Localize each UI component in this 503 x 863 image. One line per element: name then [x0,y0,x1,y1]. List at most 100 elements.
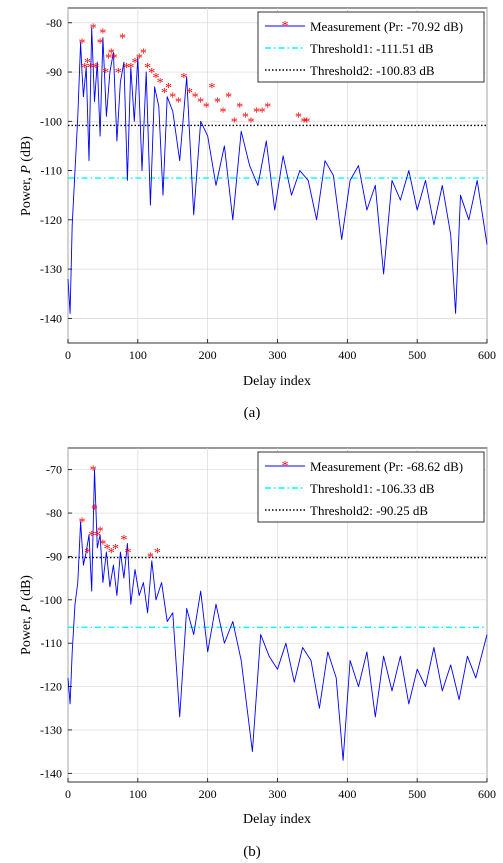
peak-marker-b: * [125,546,132,561]
x-tick-label-a: 500 [408,348,426,362]
peak-marker-a: * [87,61,94,76]
peak-marker-a: * [247,115,254,130]
peak-marker-b: * [78,516,85,531]
x-tick-label-b: 500 [408,787,426,801]
threshold-lines-b [68,556,487,628]
peak-marker-a: * [127,61,134,76]
peak-marker-a: * [123,61,130,76]
peak-marker-a: * [208,81,215,96]
legend-label-threshold2-a: Threshold2: -100.83 dB [310,63,435,78]
y-tick-label-b: -140 [40,766,62,780]
x-tick-label-a: 200 [199,348,217,362]
peak-marker-a: * [84,56,91,71]
y-tick-label-b: -120 [40,680,62,694]
y-tick-label-b: -70 [46,463,62,477]
legend-box-a [257,11,485,83]
axis-ticks-b: 0 100 200 300 400 500 600 -140 -130 -120 -110 -100 -… [40,463,496,801]
y-tick-label-b: -90 [46,549,62,563]
axis-ticks-a: 0 100 200 300 400 500 600 -140 -130 -120 -110 -100 -… [40,16,496,362]
peak-marker-a: * [90,22,97,37]
peak-marker-a: * [236,101,243,116]
legend-star-b: * [282,459,289,474]
peak-marker-b: * [120,533,127,548]
legend-label-measurement-b: Measurement (Pr: -68.62 dB) [310,459,463,474]
x-tick-label-a: 300 [269,348,287,362]
x-tick-label-b: 300 [269,787,287,801]
peak-marker-a: * [144,61,151,76]
chart-panel-b: ************* * * 0 100 200 300 400 500 600 -140 -… [19,447,496,860]
peak-marker-a: * [214,96,221,111]
legend-label-threshold1-b: Threshold1: -106.33 dB [310,481,435,496]
legend-label-threshold2-b: Threshold2: -90.25 dB [310,503,428,518]
y-tick-label-a: -140 [40,311,62,325]
y-tick-label-a: -80 [46,16,62,30]
peak-marker-a: * [165,81,172,96]
legend-label-threshold1-a: Threshold1: -111.51 dB [310,41,434,56]
peak-marker-a: * [119,32,126,47]
peak-marker-a: * [105,51,112,66]
x-tick-label-a: 400 [338,348,356,362]
peak-marker-a: * [264,101,271,116]
peak-marker-a: * [180,71,187,86]
x-tick-label-b: 200 [199,787,217,801]
peak-marker-a: * [303,115,310,130]
y-tick-label-a: -130 [40,262,62,276]
peak-marker-a: * [231,115,238,130]
peak-marker-a: * [97,36,104,51]
peak-marker-b: * [108,546,115,561]
y-tick-label-a: -110 [40,164,62,178]
chart-panel-a: ****************************************… [19,7,496,421]
peak-marker-b: * [97,524,104,539]
x-tick-label-b: 600 [478,787,496,801]
panel-label-a: (a) [244,405,261,421]
peak-markers-b: ************* * * [78,464,160,566]
y-tick-label-b: -130 [40,723,62,737]
peak-marker-b: * [90,464,97,479]
y-tick-label-a: -90 [46,65,62,79]
x-axis-label-b: Delay index [243,812,311,827]
peak-marker-a: * [225,91,232,106]
peak-marker-a: * [220,105,227,120]
peak-marker-b: * [154,546,161,561]
measurement-line-a [67,27,488,314]
peak-marker-b: * [104,542,111,557]
peak-marker-a: * [81,61,88,76]
peak-marker-a: * [295,110,302,125]
peak-marker-a: * [152,71,159,86]
peak-marker-b: * [99,537,106,552]
legend-a: * Measurement (Pr: -70.92 dB) Threshold1… [257,11,485,83]
peak-marker-a: * [78,36,85,51]
y-tick-label-a: -100 [40,114,62,128]
peak-marker-a: * [115,66,122,81]
peak-marker-a: * [111,51,118,66]
peak-markers-a: ****************************************… [78,22,310,131]
peak-marker-a: * [132,56,139,71]
x-tick-label-b: 100 [129,787,147,801]
y-axis-label-a: Power, P (dB) [19,136,34,216]
x-tick-label-a: 0 [65,348,71,362]
peak-marker-b: * [112,542,119,557]
peak-marker-a: * [253,105,260,120]
legend-star-a: * [282,19,289,34]
peak-marker-a: * [203,101,210,116]
peak-marker-a: * [108,46,115,61]
peak-marker-a: * [197,96,204,111]
y-axis-label-b: Power, P (dB) [19,575,34,655]
x-tick-label-b: 400 [338,787,356,801]
peak-marker-a: * [192,91,199,106]
legend-label-measurement-a: Measurement (Pr: -70.92 dB) [310,19,463,34]
y-tick-label-a: -120 [40,213,62,227]
y-tick-label-b: -80 [46,506,62,520]
peak-marker-a: * [102,66,109,81]
measurement-series-b [67,469,488,761]
x-axis-label-a: Delay index [243,374,311,389]
peak-marker-a: * [259,105,266,120]
peak-marker-a: * [175,96,182,111]
panel-label-b: (b) [243,844,261,860]
x-tick-label-a: 600 [478,348,496,362]
measurement-series-a [67,27,488,314]
x-tick-label-b: 0 [65,787,71,801]
peak-marker-a: * [186,86,193,101]
legend-b: * Measurement (Pr: -68.62 dB) Threshold1… [257,451,485,523]
